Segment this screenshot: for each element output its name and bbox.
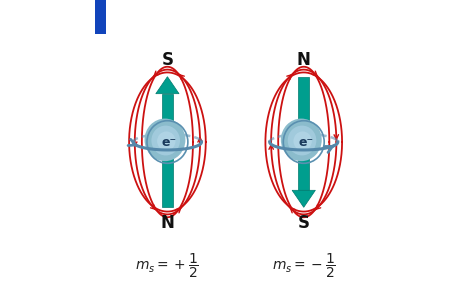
Ellipse shape (288, 126, 316, 155)
Text: S: S (162, 51, 173, 69)
Text: $m_s = +\dfrac{1}{2}$: $m_s = +\dfrac{1}{2}$ (136, 251, 200, 280)
Ellipse shape (145, 119, 185, 161)
Ellipse shape (151, 126, 180, 155)
Polygon shape (156, 77, 179, 94)
Polygon shape (162, 94, 173, 207)
Text: N: N (297, 51, 310, 69)
Text: $m_s = -\dfrac{1}{2}$: $m_s = -\dfrac{1}{2}$ (272, 251, 336, 280)
Text: N: N (161, 214, 174, 231)
Text: S: S (298, 214, 310, 231)
Ellipse shape (281, 119, 322, 161)
Text: e⁻: e⁻ (298, 135, 313, 149)
Polygon shape (292, 190, 315, 207)
Polygon shape (298, 77, 309, 190)
Ellipse shape (157, 131, 175, 151)
Polygon shape (95, 0, 106, 34)
Ellipse shape (293, 131, 312, 151)
Text: e⁻: e⁻ (162, 135, 177, 149)
